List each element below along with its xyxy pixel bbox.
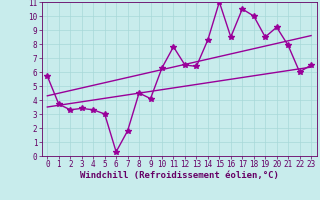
X-axis label: Windchill (Refroidissement éolien,°C): Windchill (Refroidissement éolien,°C) <box>80 171 279 180</box>
